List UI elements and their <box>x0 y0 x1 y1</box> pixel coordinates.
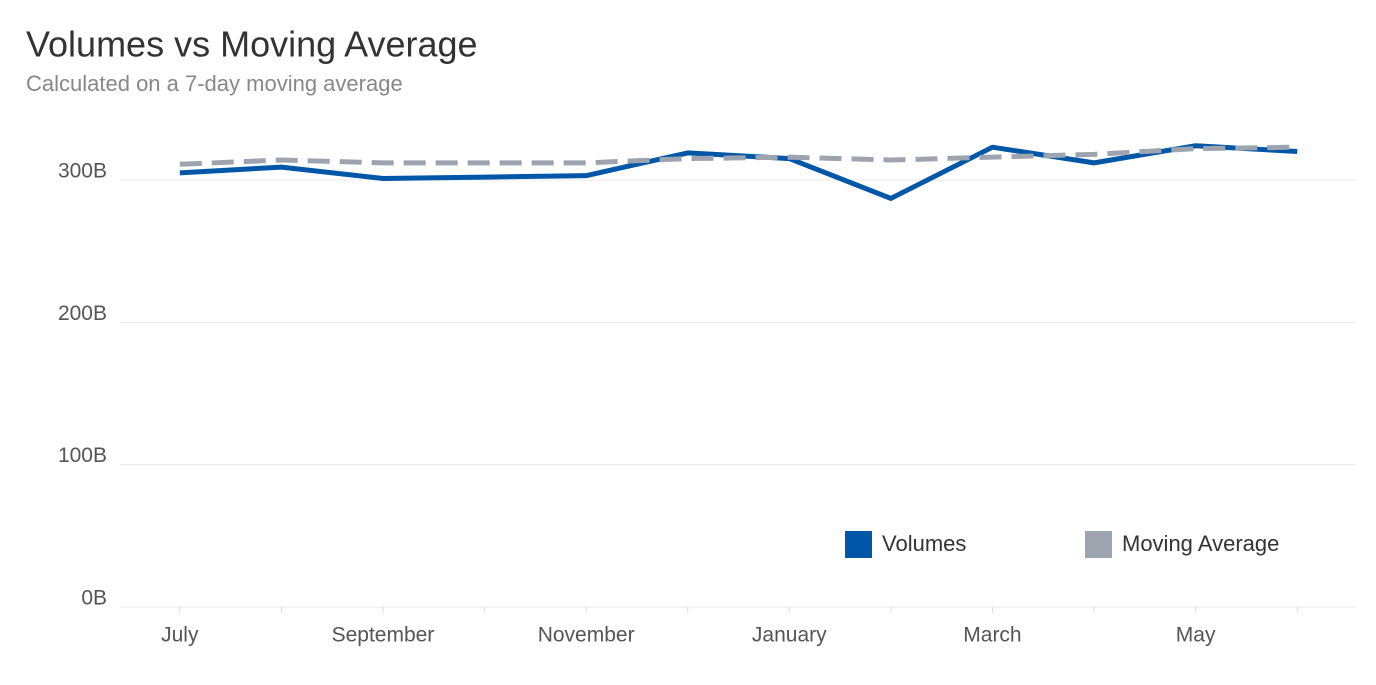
x-tick-label: July <box>161 624 199 647</box>
x-tick-label: May <box>1176 624 1216 647</box>
y-tick-label: 0B <box>81 587 107 610</box>
legend-swatch <box>1085 531 1112 558</box>
series-line <box>179 144 1298 167</box>
x-tick-label: September <box>332 624 435 647</box>
legend-label: Moving Average <box>1122 531 1279 556</box>
legend-label: Volumes <box>882 531 966 556</box>
x-tick-label: March <box>963 624 1021 647</box>
x-tick-label: November <box>538 624 635 647</box>
x-tick-label: January <box>752 624 827 647</box>
chart-subtitle: Calculated on a 7-day moving average <box>26 71 403 96</box>
y-tick-label: 300B <box>58 159 107 182</box>
y-tick-label: 200B <box>58 302 107 325</box>
legend-swatch <box>845 531 872 558</box>
series-line <box>179 143 1298 201</box>
chart-title: Volumes vs Moving Average <box>26 24 478 65</box>
y-tick-label: 100B <box>58 444 107 467</box>
